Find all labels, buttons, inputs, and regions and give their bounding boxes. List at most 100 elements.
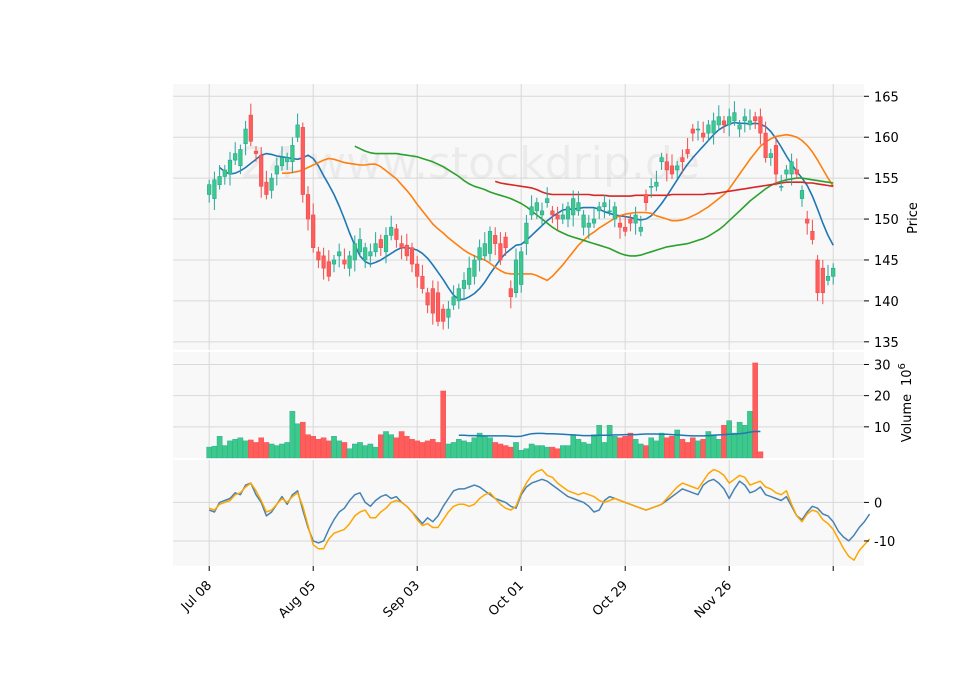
- volume-bar: [232, 439, 239, 459]
- candle-body-down: [259, 154, 264, 187]
- volume-axis-multiplier: 106: [897, 363, 915, 386]
- candle-body-up: [477, 247, 482, 261]
- candle-body-up: [768, 153, 773, 158]
- candle-body-down: [820, 267, 825, 294]
- candle-body-down: [721, 120, 727, 126]
- volume-bar: [606, 425, 613, 459]
- volume-bar: [435, 442, 441, 459]
- volume-bar: [445, 443, 452, 459]
- volume-bar: [284, 442, 291, 459]
- candle-body-up: [347, 255, 352, 269]
- candle-body-up: [513, 259, 519, 294]
- candle-body-up: [295, 124, 300, 138]
- candle-body-up: [602, 202, 607, 208]
- oscillator-line-1: [208, 468, 871, 561]
- volume-bar: [221, 445, 228, 459]
- volume-bar: [300, 421, 306, 459]
- volume-bar: [263, 442, 270, 459]
- volume-bar: [404, 435, 410, 459]
- candle-body-up: [825, 276, 831, 281]
- volume-bar: [747, 411, 753, 459]
- volume-panel: [206, 362, 764, 459]
- y-tick-label: 30: [874, 358, 891, 373]
- price-axis-label: Price: [906, 202, 921, 234]
- volume-bar: [409, 439, 415, 459]
- candle-body-down: [326, 261, 331, 277]
- volume-bar: [648, 437, 654, 459]
- volume-bar: [596, 425, 602, 459]
- volume-bar: [497, 443, 504, 459]
- candle-body-up: [467, 267, 472, 285]
- candle-body-down: [394, 228, 399, 240]
- candle-body-down: [435, 292, 441, 322]
- candle-body-up: [389, 226, 394, 236]
- volume-bar: [206, 446, 213, 459]
- volume-bar: [731, 432, 738, 459]
- candle-body-down: [264, 181, 269, 195]
- candle-body-up: [716, 116, 721, 126]
- volume-bar: [294, 423, 301, 459]
- volume-bar: [378, 434, 384, 459]
- y-tick-label: 150: [874, 213, 899, 228]
- x-tick-label: Aug 05: [276, 578, 319, 621]
- candle-body-up: [534, 202, 539, 212]
- volume-bar: [310, 435, 317, 459]
- candle-body-up: [352, 243, 357, 261]
- y-tick-label: -10: [874, 535, 895, 550]
- volume-bar: [274, 445, 280, 459]
- y-tick-label: 145: [874, 254, 899, 269]
- candle-body-down: [680, 157, 685, 163]
- candle-body-up: [576, 202, 581, 212]
- candle-body-up: [649, 186, 654, 188]
- volume-bar: [424, 440, 431, 459]
- candle-body-up: [373, 243, 378, 253]
- candle-body-up: [711, 120, 716, 134]
- candle-body-down: [643, 194, 649, 203]
- x-tick-label: Jul 08: [178, 578, 215, 615]
- volume-bar: [591, 434, 597, 459]
- price-panel: [207, 101, 836, 330]
- candle-body-up: [227, 159, 233, 175]
- candle-body-down: [794, 169, 799, 175]
- candle-body-up: [586, 222, 591, 228]
- volume-bar: [736, 421, 743, 459]
- volume-bar: [372, 446, 379, 459]
- candle-body-up: [612, 206, 617, 220]
- candle-body-up: [357, 239, 363, 253]
- candle-body-down: [321, 255, 326, 269]
- volume-bar: [513, 442, 519, 459]
- candle-body-up: [519, 251, 524, 285]
- volume-bar: [716, 439, 722, 459]
- watermark-text: 24 www.stockdrip.de: [240, 138, 700, 189]
- candle-body-up: [706, 124, 711, 134]
- volume-bar: [653, 440, 660, 459]
- volume-bar: [461, 440, 467, 459]
- volume-bar: [752, 362, 758, 459]
- volume-bar: [721, 425, 727, 459]
- candle-body-down: [311, 214, 316, 248]
- volume-bar: [570, 434, 576, 459]
- candle-body-down: [425, 292, 430, 306]
- volume-bar: [336, 440, 343, 459]
- volume-bar: [742, 425, 748, 459]
- candle-body-down: [399, 243, 404, 248]
- volume-bar: [643, 445, 649, 459]
- x-tick-label: Sep 03: [380, 578, 423, 621]
- volume-bar: [549, 446, 556, 459]
- candle-body-up: [571, 198, 576, 216]
- volume-bar: [700, 439, 706, 459]
- y-tick-label: 140: [874, 295, 899, 310]
- volume-bar: [487, 437, 493, 459]
- candle-body-up: [487, 231, 493, 254]
- moving-average-line-1: [282, 133, 834, 282]
- oscillator-line-0: [208, 478, 871, 544]
- candle-body-up: [222, 169, 227, 177]
- candle-body-up: [290, 145, 295, 163]
- volume-average-line: [458, 430, 761, 438]
- candle-body-up: [659, 157, 664, 163]
- candle-body-up: [461, 280, 467, 289]
- volume-bar: [279, 443, 285, 459]
- volume-bar: [565, 445, 571, 459]
- volume-bar: [482, 435, 488, 459]
